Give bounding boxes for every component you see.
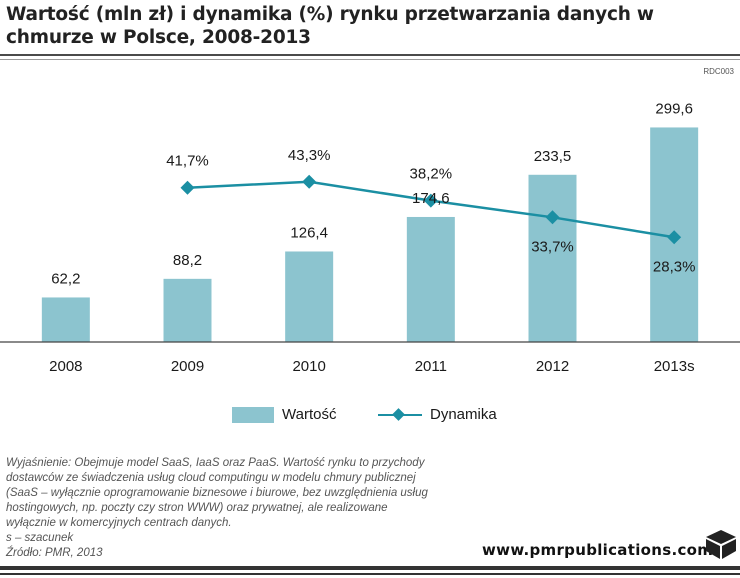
bar-value-label: 299,6 [655,100,693,117]
line-value-label: 28,3% [653,258,696,275]
x-tick-label: 2009 [171,358,204,375]
bar [528,174,577,342]
top-rule-thin [0,59,740,60]
top-rule [0,54,740,56]
bar [41,297,90,342]
bar-value-label: 233,5 [534,148,572,165]
source-line: Źródło: PMR, 2013 [6,547,103,559]
line-value-label: 33,7% [531,238,574,255]
legend-label-value: Wartość [282,406,337,423]
bar [406,216,455,342]
chart-code: RDC003 [703,67,734,76]
legend-item-value: Wartość [232,406,336,423]
note-line: s – szacunek [6,532,74,544]
legend: Wartość Dynamika [0,406,740,430]
x-tick-label: 2013s [654,358,695,375]
line-point [423,193,438,208]
note-line: (SaaS – wyłącznie oprogramowanie bizneso… [6,487,428,499]
bar-value-label: 88,2 [173,252,202,269]
bottom-rule-thin [0,573,740,575]
legend-label-dynamics: Dynamika [430,406,497,423]
line-value-label: 43,3% [288,147,331,164]
line-point [545,210,560,225]
line-value-label: 41,7% [166,153,209,170]
line-point [667,230,682,245]
website-link[interactable]: www.pmrpublications.com [482,541,714,559]
bar-value-label: 62,2 [51,270,80,287]
line-value-label: 38,2% [410,166,453,183]
line-point [302,174,317,189]
pmr-cube-icon [706,530,736,559]
bar [285,251,334,342]
note-line: wyłącznie w komercyjnych centrach danych… [6,517,232,529]
legend-swatch-bar [232,406,274,423]
bar-value-label: 174,6 [412,190,450,207]
x-tick-label: 2010 [292,358,325,375]
chart-area: 2008 2009 2010 2011 2012 2013s 62,2 88,2 126,4 1… [0,100,740,375]
line-point [180,180,195,195]
bottom-rule [0,566,740,570]
note-line: dostawców ze świadczenia usług cloud com… [6,472,416,484]
x-tick-label: 2012 [536,358,569,375]
legend-item-dynamics: Dynamika [378,406,497,423]
chart-title: Wartość (mln zł) i dynamika (%) rynku pr… [6,4,654,48]
bar-value-label: 126,4 [290,224,328,241]
x-tick-label: 2011 [415,358,447,375]
bar [163,278,212,342]
note-line: hostingowych, np. poczty czy stron WWW) … [6,502,388,514]
x-tick-label: 2008 [49,358,82,375]
note-line: Wyjaśnienie: Obejmuje model SaaS, IaaS o… [6,457,425,469]
legend-swatch-line [378,407,422,423]
footnote: Wyjaśnienie: Obejmuje model SaaS, IaaS o… [6,456,446,561]
